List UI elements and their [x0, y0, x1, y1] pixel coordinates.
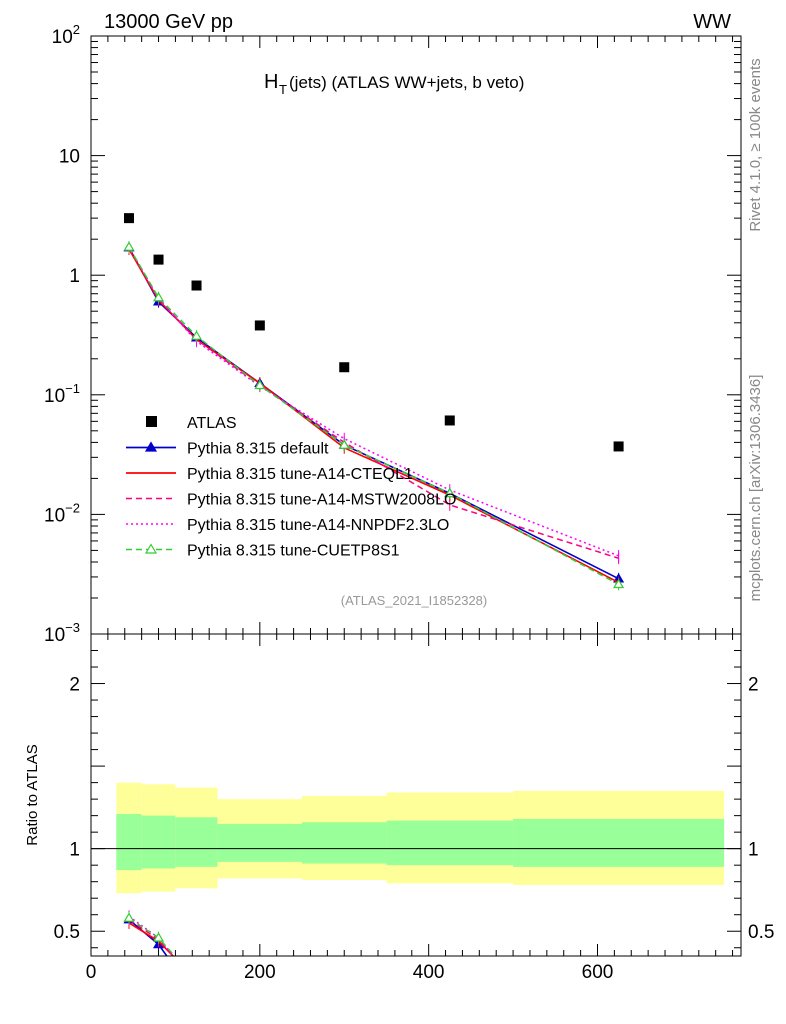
data-point: [191, 280, 202, 291]
plot-title-rest: (jets) (ATLAS WW+jets, b veto): [289, 73, 524, 92]
ratio-band-inner: [302, 822, 387, 864]
x-tick-label: 200: [244, 962, 276, 983]
y-main-tick-label: 10−3: [44, 620, 80, 646]
source-label: mcplots.cern.ch [arXiv:1306.3436]: [747, 375, 764, 602]
series-marker: [613, 578, 625, 589]
x-tick-label: 600: [582, 962, 614, 983]
plot-title-subscript: T: [279, 82, 287, 97]
header-left: 13000 GeV pp: [104, 11, 233, 33]
ratio-frame: [90, 633, 742, 957]
y-main-tick-label: 1: [69, 266, 80, 287]
ratio-panel-content: [91, 782, 741, 956]
y-ratio-tick-label-left: 0.5: [54, 922, 80, 943]
rivet-label: Rivet 4.1.0, ≥ 100k events: [747, 58, 764, 231]
series-marker: [444, 487, 456, 498]
ratio-marker: [123, 912, 135, 922]
y-ratio-tick-label-right: 0.5: [748, 922, 774, 943]
ratio-band-inner: [116, 813, 142, 871]
legend-label-data: ATLAS: [187, 415, 237, 432]
series-marker: [338, 439, 350, 449]
legend-marker: [144, 543, 158, 554]
ratio-line: [128, 919, 168, 956]
legend-label: Pythia 8.315 tune-A14-NNPDF2.3LO: [187, 517, 449, 534]
x-tick-label: 400: [413, 962, 445, 983]
legend-label: Pythia 8.315 default: [187, 441, 329, 458]
y-main-tick-label: 10−2: [44, 500, 80, 526]
series-marker: [152, 291, 165, 302]
legend-label: Pythia 8.315 tune-CUETP8S1: [187, 543, 400, 560]
y-main-tick-label: 10: [59, 147, 80, 168]
data-point: [254, 320, 265, 331]
y-ratio-tick-label-right: 2: [748, 675, 759, 696]
data-point: [444, 415, 455, 426]
ratio-band-inner: [217, 823, 303, 862]
y-ratio-tick-label-left: 1: [69, 840, 80, 861]
y-main-tick-label: 102: [52, 22, 80, 48]
y-ratio-tick-label-right: 1: [748, 840, 759, 861]
ratio-band-inner: [175, 817, 218, 867]
plot-title-main: H: [264, 71, 278, 93]
legend-marker: [144, 441, 158, 452]
y-ratio-tick-label-left: 2: [69, 675, 80, 696]
legend-label: Pythia 8.315 tune-A14-CTEQL1: [187, 466, 413, 483]
ratio-band-inner: [513, 818, 725, 867]
plot-title: H T (jets) (ATLAS WW+jets, b veto): [264, 71, 524, 97]
main-panel-content: [123, 213, 625, 591]
ratio-band-inner: [386, 820, 514, 866]
y-main-tick-label: 10−1: [44, 381, 80, 407]
data-point: [339, 362, 350, 373]
legend: ATLAS Pythia 8.315 default Pythia 8.315 tu…: [126, 415, 456, 560]
data-point: [613, 441, 624, 452]
series-line: [128, 247, 619, 559]
axes: 0 200 400 600 102 10 1 10−1 10−2 10−3 0.5 0.5 1 1 2 2: [44, 22, 774, 983]
series-marker: [254, 379, 266, 390]
series-line: [128, 246, 619, 557]
ratio-y-axis-label: Ratio to ATLAS: [24, 744, 41, 845]
data-point: [123, 213, 134, 224]
ratio-band-inner: [141, 815, 176, 869]
x-tick-label: 0: [86, 962, 97, 983]
data-point: [153, 254, 164, 265]
header-right: WW: [693, 11, 731, 33]
ratio-marker: [152, 932, 165, 942]
legend-label: Pythia 8.315 tune-A14-MSTW2008LO: [187, 492, 456, 509]
series-marker: [123, 241, 135, 251]
series-marker: [190, 330, 203, 340]
legend-marker-data: [146, 416, 157, 427]
analysis-label: (ATLAS_2021_I1852328): [341, 593, 487, 608]
